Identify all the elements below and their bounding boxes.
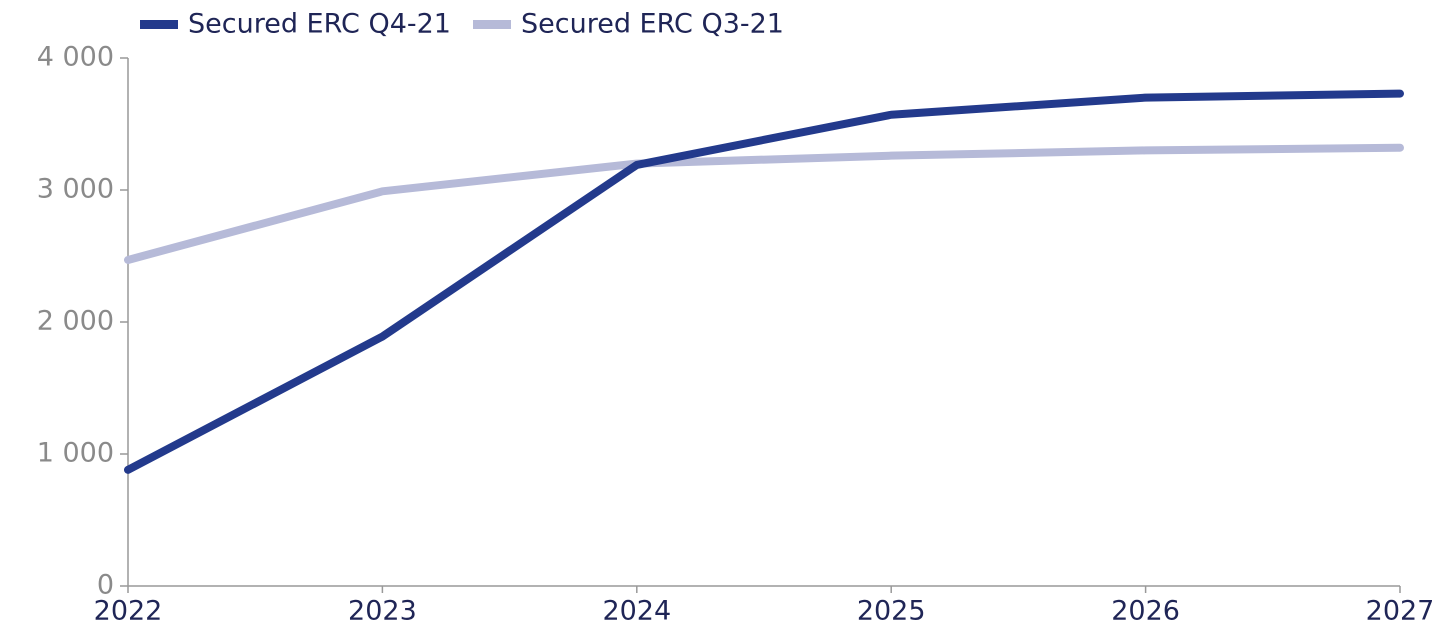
legend-label: Secured ERC Q4-21 [188,9,451,40]
x-tick-label: 2025 [857,596,926,627]
y-tick-label: 3 000 [37,174,114,205]
legend-swatch [140,20,178,29]
x-tick-label: 2027 [1366,596,1435,627]
x-tick-label: 2026 [1111,596,1180,627]
series-line [124,89,1404,474]
y-tick-label: 2 000 [37,306,114,337]
x-tick-label: 2023 [348,596,417,627]
legend-label: Secured ERC Q3-21 [521,9,784,40]
series-line [124,143,1404,264]
y-tick-label: 0 [97,570,114,601]
x-tick-label: 2022 [94,596,163,627]
x-tick-label: 2024 [602,596,671,627]
legend-swatch [473,20,511,29]
y-tick-label: 1 000 [37,438,114,469]
y-tick-label: 4 000 [37,42,114,73]
